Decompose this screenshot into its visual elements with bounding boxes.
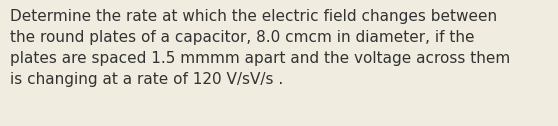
Text: Determine the rate at which the electric field changes between
the round plates : Determine the rate at which the electric… — [10, 9, 511, 87]
